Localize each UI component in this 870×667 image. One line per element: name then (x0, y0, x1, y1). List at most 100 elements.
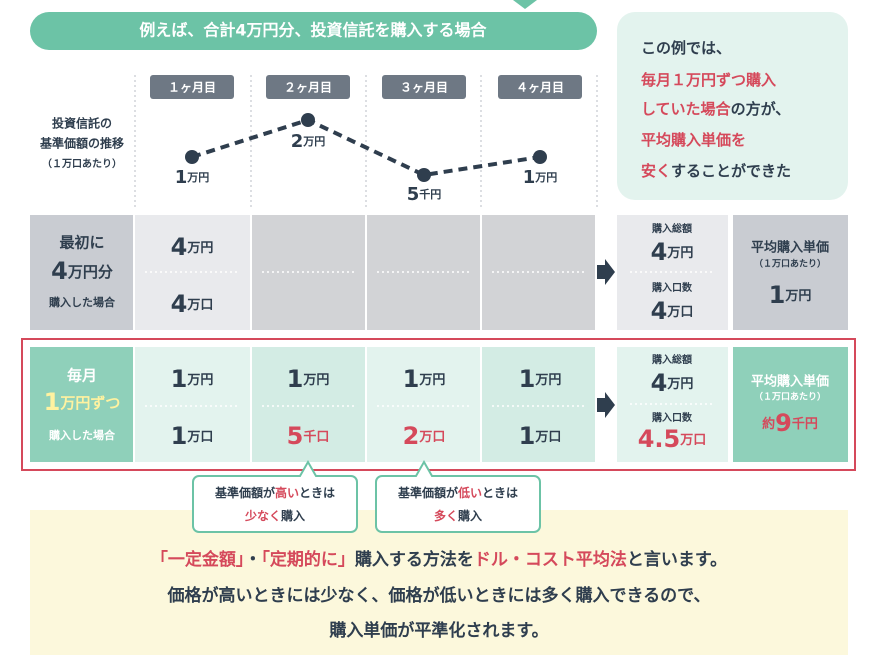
text-part: 万円 (534, 171, 557, 184)
text-part: 基準価額が (214, 485, 275, 500)
avg: 約9千円 (762, 409, 818, 437)
text-part: 2 (403, 422, 420, 450)
text-part: 万円 (302, 135, 325, 148)
units-label: 購入口数 (651, 411, 693, 424)
text-part: 千円 (792, 416, 818, 432)
text-part: 万円ずつ (59, 394, 120, 412)
month: ４ヶ月目 (516, 81, 564, 95)
callout-text: 基準価額が低いときは (397, 485, 518, 500)
units: 1万口 (171, 422, 214, 450)
total: 4万円 (651, 369, 694, 397)
text-part: 万円 (186, 373, 213, 388)
units: 5千口 (287, 422, 330, 450)
text-part: ・ (244, 550, 261, 570)
summary-line: 価格が高いときには少なく、価格が低いときには多く購入できるので、 (167, 585, 711, 606)
chart-label: （１万口あたり） (42, 157, 122, 170)
units: 2万口 (403, 422, 446, 450)
note-box (617, 12, 848, 200)
total-units: 4万口 (651, 297, 694, 325)
callout-text: 多く購入 (434, 508, 482, 523)
text-part: 1 (769, 281, 786, 309)
text-part: 4.5 (638, 425, 681, 453)
text-part: していた場合 (641, 100, 732, 118)
text-part: 5 (287, 422, 304, 450)
total-label: 購入総額 (651, 222, 692, 235)
month: ３ヶ月目 (400, 81, 448, 95)
note: この例では、 毎月１万円ずつ購入 していた場合の方が、 平均購入単価を 安くする… (641, 39, 791, 180)
units: 4万口 (171, 290, 214, 318)
point-label: 2万円 (291, 131, 326, 152)
text-part: 万口 (534, 430, 561, 445)
text-part: 多く (434, 508, 458, 523)
month-headers: １ヶ月目 ２ヶ月目 ３ヶ月目 ４ヶ月目 (150, 75, 582, 99)
units-label: 購入口数 (651, 281, 693, 294)
text-part: 4 (651, 369, 668, 397)
amount: 1万円 (171, 365, 214, 393)
summary-line: 「一定金額」・「定期的に」購入する方法をドル・コスト平均法と言います。 (151, 549, 727, 570)
text-part: 万口 (679, 433, 706, 448)
text-part: この例では、 (641, 39, 731, 57)
text-part: 万口 (418, 430, 445, 445)
note-line: この例では、 (641, 39, 731, 57)
text-part: 万円 (666, 246, 693, 261)
text-part: 1 (519, 365, 536, 393)
text-part: ドル・コスト平均法 (474, 549, 627, 570)
text-part: 2 (291, 131, 304, 152)
text-part: 1 (287, 365, 304, 393)
row-label: 購入した場合 (48, 295, 116, 309)
text-part: ときは (299, 486, 335, 500)
text-part: 1 (44, 388, 61, 416)
text-part: 安く (641, 162, 671, 180)
text-part: 低い (457, 485, 482, 500)
text-part: 万口 (666, 305, 693, 320)
text-part: 万円 (666, 377, 693, 392)
pointer (513, 0, 537, 9)
row-label: 最初に (59, 234, 104, 252)
text-part: の方が、 (731, 100, 791, 118)
text-part: することができた (671, 162, 791, 180)
point-label: 1万円 (523, 167, 558, 188)
text-part: 1 (171, 422, 188, 450)
text-part: 万口 (186, 430, 213, 445)
amount: 1万円 (287, 365, 330, 393)
grid (134, 75, 598, 208)
text-part: 万口 (186, 298, 213, 313)
text-part: 5 (407, 184, 420, 205)
text-part: 1 (403, 365, 420, 393)
amount: 1万円 (519, 365, 562, 393)
text-part: 千口 (303, 429, 329, 445)
point-label: 1万円 (175, 167, 210, 188)
note-line: 安くすることができた (641, 162, 791, 180)
total-units: 4.5万口 (638, 425, 707, 453)
text-part: 万円 (302, 373, 329, 388)
avg-note: （１万口あたり） (754, 259, 826, 270)
text-part: 千円 (419, 187, 441, 201)
text-part: と言います。 (627, 549, 727, 570)
month: １ヶ月目 (168, 81, 216, 95)
text-part: 万円 (186, 241, 213, 256)
text-part: 万円 (418, 373, 445, 388)
chart-label: 基準価額の推移 (39, 136, 124, 151)
units: 1万口 (519, 422, 562, 450)
text-part: 4 (171, 233, 188, 261)
text-part: 「一定金額」 (151, 549, 245, 570)
amount: 4万円 (171, 233, 214, 261)
row-label: 4万円分 (51, 257, 113, 285)
text-part: 「定期的に」 (261, 549, 355, 570)
text-part: 4 (51, 257, 68, 285)
monthly-row (21, 338, 856, 471)
chart-label: 投資信託の (52, 116, 112, 131)
text-part: 毎月１万円ずつ購入 (641, 71, 776, 89)
text-part: 1 (523, 167, 536, 188)
text-part: 平均購入単価を (641, 131, 746, 149)
total-label: 購入総額 (651, 353, 692, 366)
text-part: 万円 (186, 171, 209, 184)
text-part: ときは (482, 486, 518, 500)
callout-text: 基準価額が高いときは (214, 485, 335, 500)
note-line: していた場合の方が、 (641, 100, 790, 118)
summary-box (30, 510, 848, 655)
text-part: 少なく (244, 508, 281, 523)
text-part: 万円 (534, 373, 561, 388)
avg-note: （１万口あたり） (754, 392, 826, 403)
